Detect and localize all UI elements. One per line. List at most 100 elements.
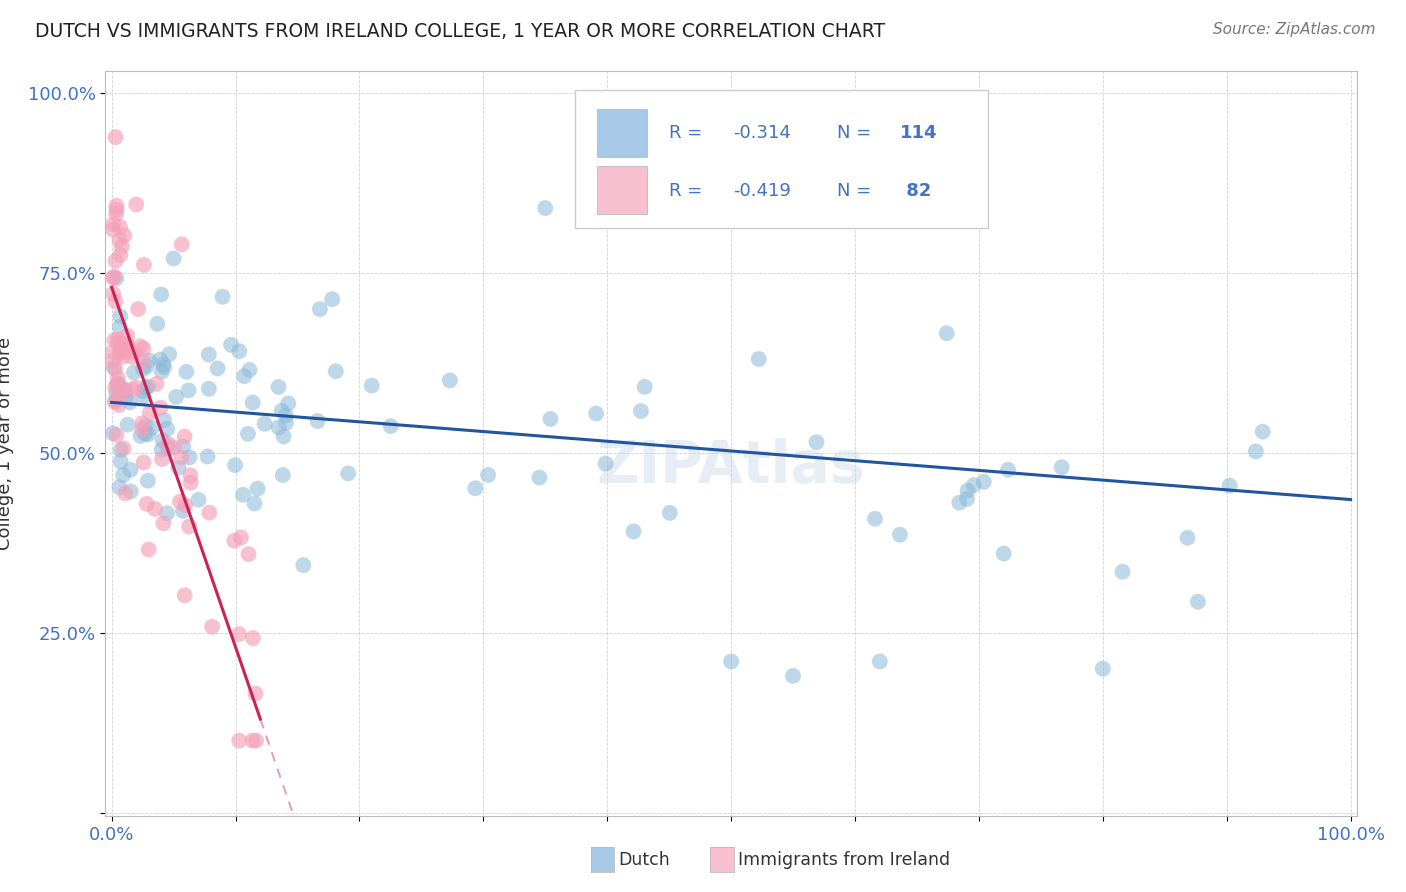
Point — [110, 344, 132, 359]
Point — [125, 380, 148, 394]
Point — [134, 419, 156, 434]
Point — [150, 365, 173, 379]
Point — [129, 429, 152, 443]
Point — [993, 547, 1015, 561]
Point — [136, 427, 159, 442]
Point — [997, 463, 1019, 477]
Point — [112, 342, 135, 356]
Point — [108, 379, 131, 393]
Point — [107, 371, 129, 385]
Point — [138, 353, 160, 368]
Text: N =: N = — [838, 182, 877, 200]
Text: Immigrants from Ireland: Immigrants from Ireland — [738, 851, 950, 869]
Point — [197, 450, 219, 464]
Point — [1187, 595, 1209, 609]
Point — [232, 488, 254, 502]
Point — [131, 423, 153, 437]
Point — [103, 333, 125, 347]
Point — [108, 480, 131, 494]
Point — [963, 478, 986, 492]
Point — [806, 435, 828, 450]
Point — [179, 519, 201, 533]
Point — [105, 271, 128, 285]
Point — [187, 492, 209, 507]
Text: R =: R = — [669, 182, 707, 200]
Point — [121, 350, 143, 364]
Point — [112, 382, 135, 396]
Bar — [575, 90, 987, 227]
Point — [162, 252, 184, 266]
Point — [973, 475, 995, 489]
Point — [538, 412, 561, 426]
Point — [112, 336, 135, 351]
Point — [157, 347, 180, 361]
Point — [132, 258, 155, 272]
Y-axis label: College, 1 year or more: College, 1 year or more — [0, 337, 14, 550]
Point — [104, 380, 127, 394]
Point — [117, 417, 139, 432]
Point — [146, 317, 169, 331]
Text: -0.419: -0.419 — [734, 182, 792, 200]
Point — [177, 384, 200, 398]
Point — [380, 419, 402, 434]
Point — [104, 395, 127, 409]
Point — [104, 254, 127, 268]
Point — [117, 339, 139, 353]
Point — [170, 237, 193, 252]
Point — [176, 365, 198, 379]
Point — [132, 384, 155, 399]
Point — [170, 450, 193, 465]
Point — [152, 516, 174, 531]
Point — [110, 310, 132, 324]
Point — [1091, 662, 1114, 676]
Text: 114: 114 — [900, 124, 938, 142]
Point — [108, 389, 131, 403]
Point — [108, 219, 131, 234]
Text: R =: R = — [669, 124, 707, 142]
Point — [111, 350, 134, 364]
Point — [114, 228, 136, 243]
Point — [172, 439, 194, 453]
Point — [634, 380, 657, 394]
Point — [464, 481, 486, 495]
Point — [101, 345, 124, 359]
Point — [439, 374, 461, 388]
Point — [107, 376, 129, 391]
Point — [150, 452, 173, 467]
Point — [105, 385, 128, 400]
Point — [245, 687, 267, 701]
Point — [172, 504, 194, 518]
Point — [360, 378, 382, 392]
Point — [145, 376, 167, 391]
Point — [107, 376, 129, 391]
Text: N =: N = — [838, 124, 877, 142]
Point — [720, 655, 742, 669]
Point — [228, 627, 250, 641]
Point — [112, 468, 135, 483]
Point — [243, 496, 266, 510]
Point — [117, 328, 139, 343]
Point — [134, 426, 156, 441]
Text: 82: 82 — [900, 182, 931, 200]
Point — [132, 362, 155, 376]
Bar — [598, 166, 647, 214]
Point — [238, 547, 260, 561]
Text: ZIPAtlas: ZIPAtlas — [596, 438, 866, 495]
Point — [307, 414, 329, 428]
Point — [869, 655, 891, 669]
Point — [114, 384, 136, 398]
Point — [104, 130, 127, 145]
Point — [108, 320, 131, 334]
Point — [270, 403, 292, 417]
Point — [135, 380, 157, 394]
Point — [201, 620, 224, 634]
Point — [956, 483, 979, 498]
Point — [111, 239, 134, 253]
Point — [228, 344, 250, 359]
Point — [105, 202, 128, 217]
Point — [245, 733, 267, 747]
Point — [103, 286, 125, 301]
Point — [228, 733, 250, 747]
Point — [105, 199, 128, 213]
Point — [165, 390, 187, 404]
